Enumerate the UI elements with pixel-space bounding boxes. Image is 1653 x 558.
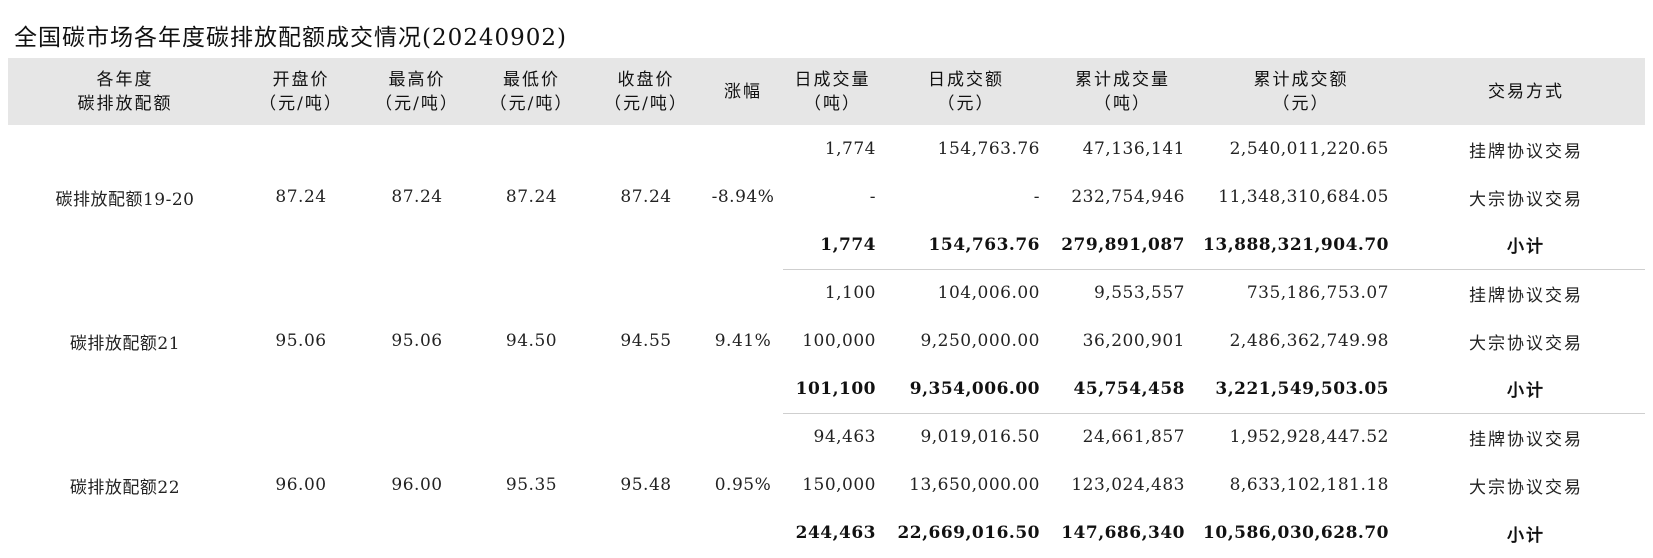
page-title: 全国碳市场各年度碳排放配额成交情况(20240902) <box>14 25 568 51</box>
header-day-volume: 日成交量 （吨） <box>794 69 871 114</box>
header-trade-mode: 交易方式 <box>1488 81 1564 102</box>
cum-amount: 735,186,753.07 <box>1246 283 1389 304</box>
table-row: 碳排放配额21 95.06 95.06 94.50 94.55 9.41% 1,… <box>8 269 1645 353</box>
day-volume: 100,000 <box>802 331 876 351</box>
header-name: 各年度 碳排放配额 <box>77 69 173 114</box>
close-price: 94.55 <box>620 331 672 351</box>
day-amount: 9,250,000.00 <box>920 331 1040 351</box>
cum-volume: 36,200,901 <box>1082 331 1185 351</box>
day-volume: 150,000 <box>802 475 876 495</box>
cum-amount: 2,540,011,220.65 <box>1229 139 1389 159</box>
low-price: 87.24 <box>505 187 558 207</box>
day-amount: 22,669,016.50 <box>897 523 1040 543</box>
cum-volume: 45,754,458 <box>1050 365 1195 414</box>
low-price: 95.35 <box>505 475 558 495</box>
low-price: 94.50 <box>505 331 558 351</box>
cum-amount: 2,486,362,749.98 <box>1229 331 1389 351</box>
change-percent: 0.95% <box>714 475 772 495</box>
day-volume: - <box>869 187 876 207</box>
cum-amount: 13,888,321,904.70 <box>1195 221 1407 270</box>
header-cum-amount: 累计成交额 （元） <box>1253 69 1349 114</box>
cum-volume: 47,136,141 <box>1082 139 1185 159</box>
cum-amount: 8,633,102,181.18 <box>1229 475 1389 495</box>
open-price: 95.06 <box>275 331 327 351</box>
change-percent: -8.94% <box>711 187 775 207</box>
quota-name: 碳排放配额19-20 <box>55 189 195 210</box>
open-price: 96.00 <box>275 475 327 495</box>
trade-mode: 挂牌协议交易 <box>1469 141 1583 162</box>
table-row: - - 232,754,946 11,348,310,684.05 大宗协议交易 <box>8 173 1645 221</box>
open-price: 87.24 <box>275 187 327 207</box>
header-open-price: 开盘价 （元/吨） <box>259 69 343 114</box>
high-price: 96.00 <box>391 475 443 495</box>
day-amount: 154,763.76 <box>937 139 1040 159</box>
carbon-quota-table: 各年度 碳排放配额 开盘价 （元/吨） 最高价 （元/吨） 最低价 （元/吨） 收盘价（… <box>8 58 1645 557</box>
cum-volume: 279,891,087 <box>1050 221 1195 270</box>
trade-mode: 大宗协议交易 <box>1469 189 1583 210</box>
header-high-price: 最高价 （元/吨） <box>375 69 459 114</box>
trade-mode: 小计 <box>1407 365 1645 414</box>
table-row: 碳排放配额22 96.00 96.00 95.35 95.48 0.95% 94… <box>8 413 1645 497</box>
cum-amount: 3,221,549,503.05 <box>1195 365 1407 414</box>
day-volume: 1,774 <box>783 221 882 270</box>
cum-volume: 147,686,340 <box>1061 523 1185 543</box>
quota-name: 碳排放配额22 <box>69 477 181 498</box>
subtotal-row: 1,774 154,763.76 279,891,087 13,888,321,… <box>8 221 1645 270</box>
day-amount: 9,354,006.00 <box>882 365 1050 414</box>
cum-volume: 232,754,946 <box>1071 187 1185 207</box>
trade-mode: 小计 <box>1407 221 1645 270</box>
header-close-price: 收盘价 （元/吨） <box>604 69 688 114</box>
day-volume: 1,100 <box>824 283 876 304</box>
day-volume: 1,774 <box>824 139 876 159</box>
day-volume: 244,463 <box>795 523 876 543</box>
subtotal-row: 101,100 9,354,006.00 45,754,458 3,221,54… <box>8 365 1645 414</box>
day-amount: 13,650,000.00 <box>909 475 1040 495</box>
trade-mode: 大宗协议交易 <box>1469 477 1583 498</box>
cum-amount: 11,348,310,684.05 <box>1218 187 1389 207</box>
day-volume: 94,463 <box>813 427 876 448</box>
header-day-amount: 日成交额 （元） <box>928 69 1004 114</box>
close-price: 87.24 <box>620 187 672 207</box>
table-row: 碳排放配额19-20 87.24 87.24 87.24 87.24 -8.94… <box>8 125 1645 210</box>
day-amount: 104,006.00 <box>937 283 1040 304</box>
header-cum-volume: 累计成交量 （吨） <box>1075 69 1170 114</box>
day-amount: 154,763.76 <box>882 221 1050 270</box>
header-change: 涨幅 <box>724 81 762 102</box>
cum-volume: 9,553,557 <box>1093 283 1185 304</box>
quota-name: 碳排放配额21 <box>69 333 181 354</box>
high-price: 87.24 <box>391 187 443 207</box>
trade-mode: 挂牌协议交易 <box>1469 429 1583 450</box>
subtotal-row: 244,463 22,669,016.50 147,686,340 10,586… <box>8 509 1645 557</box>
table-row: 100,000 9,250,000.00 36,200,901 2,486,36… <box>8 317 1645 365</box>
trade-mode: 小计 <box>1507 525 1545 546</box>
header-row: 各年度 碳排放配额 开盘价 （元/吨） 最高价 （元/吨） 最低价 （元/吨） 收盘价（… <box>8 58 1645 125</box>
table-row: 150,000 13,650,000.00 123,024,483 8,633,… <box>8 461 1645 509</box>
day-amount: - <box>1033 187 1040 207</box>
trade-mode: 挂牌协议交易 <box>1469 285 1583 306</box>
close-price: 95.48 <box>620 475 672 495</box>
change-percent: 9.41% <box>714 331 772 351</box>
high-price: 95.06 <box>391 331 443 351</box>
cum-amount: 10,586,030,628.70 <box>1203 523 1389 543</box>
cum-amount: 1,952,928,447.52 <box>1229 427 1389 448</box>
trade-mode: 大宗协议交易 <box>1469 333 1583 354</box>
day-volume: 101,100 <box>783 365 882 414</box>
header-low-price: 最低价 （元/吨） <box>489 69 574 114</box>
cum-volume: 123,024,483 <box>1071 475 1185 495</box>
cum-volume: 24,661,857 <box>1082 427 1185 448</box>
day-amount: 9,019,016.50 <box>920 427 1040 448</box>
